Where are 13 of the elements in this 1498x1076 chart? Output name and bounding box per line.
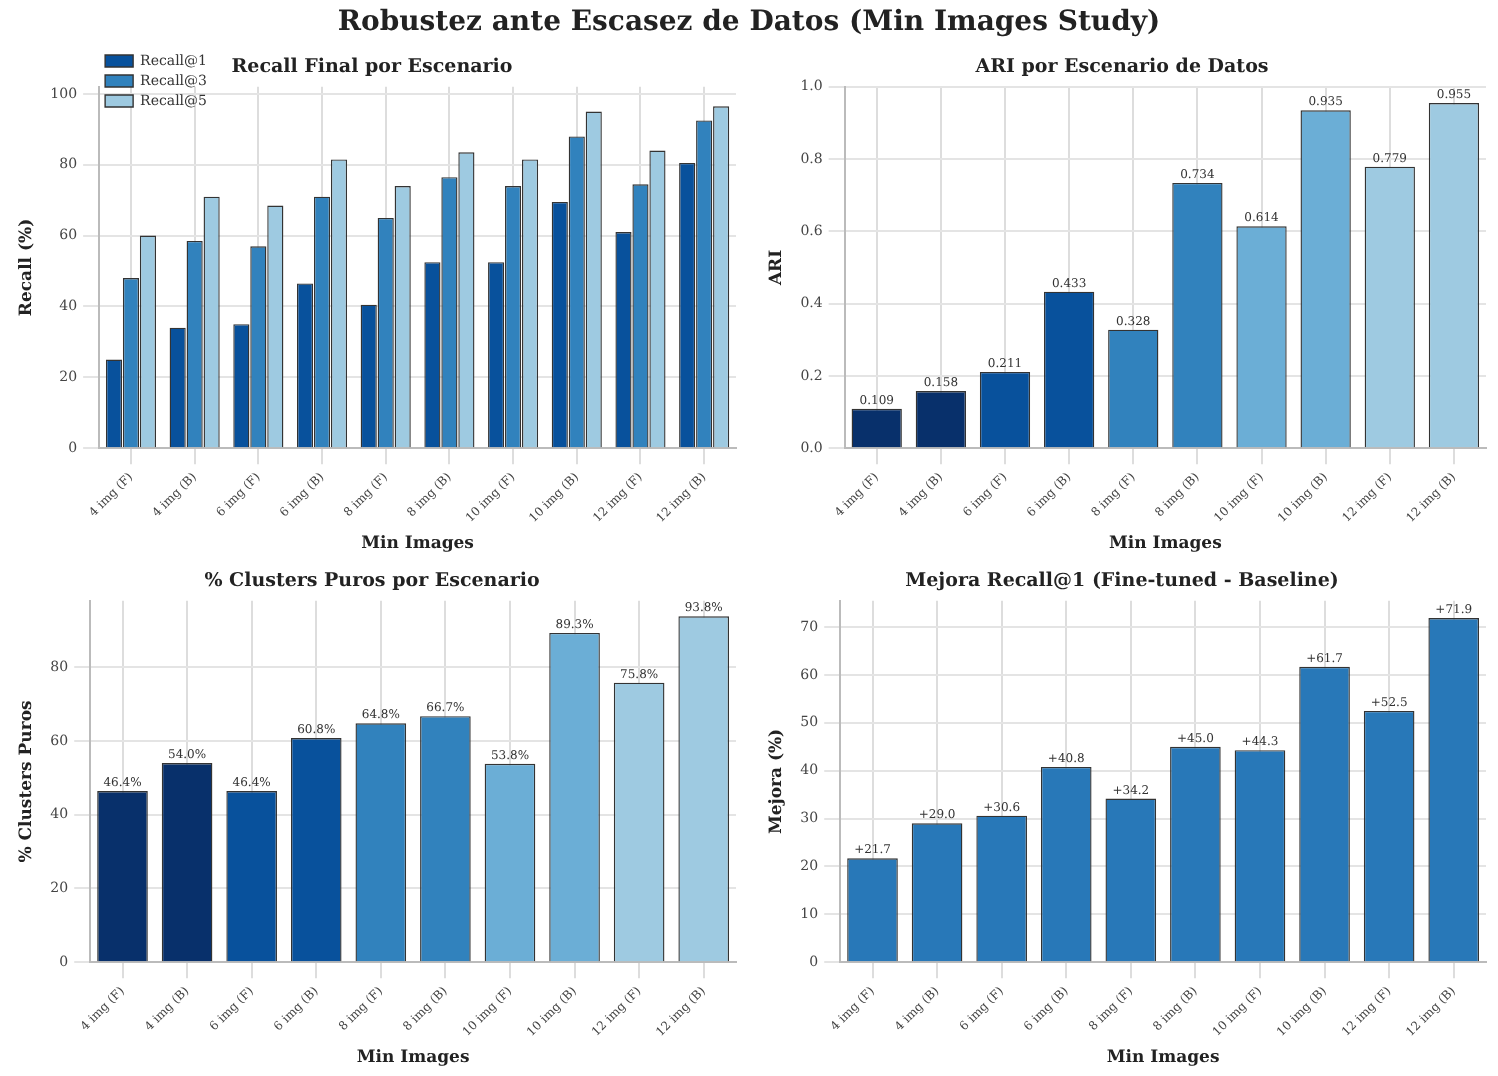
chart-title: % Clusters Puros por Escenario — [204, 570, 540, 593]
chart-title: Recall Final por Escenario — [231, 56, 513, 79]
x-axis-title: Min Images — [356, 1048, 470, 1069]
y-axis-title: ARI — [766, 249, 787, 288]
x-axis-title: Min Images — [1106, 1048, 1220, 1069]
y-axis-title: % Clusters Puros — [16, 700, 37, 863]
x-axis-title: Min Images — [361, 534, 475, 555]
y-axis-title: Mejora (%) — [766, 728, 787, 835]
x-axis-title: Min Images — [1108, 534, 1223, 555]
y-axis-title: Recall (%) — [16, 218, 37, 317]
chart-title: Mejora Recall@1 (Fine-tuned - Baseline) — [905, 570, 1339, 593]
chart-title: ARI por Escenario de Datos — [973, 56, 1269, 79]
text: Robustez ante Escasez de Datos (Min Images Study) — [335, 6, 1163, 38]
